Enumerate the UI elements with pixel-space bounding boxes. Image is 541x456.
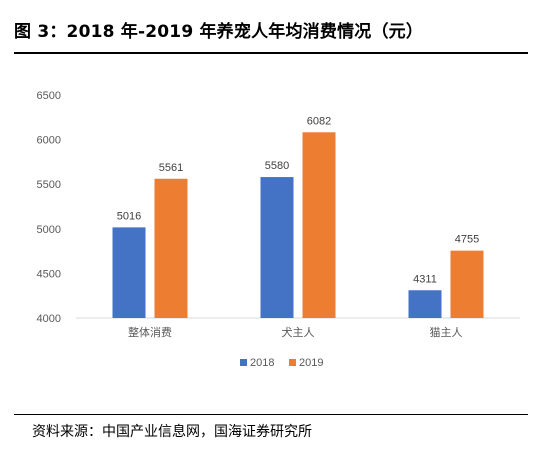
data-label: 5561 xyxy=(159,162,183,174)
y-tick-label: 5500 xyxy=(37,179,61,191)
source-note: 资料来源：中国产业信息网，国海证券研究所 xyxy=(32,424,312,440)
data-label: 6082 xyxy=(307,115,331,127)
y-tick-label: 4500 xyxy=(37,268,61,280)
x-axis-category-labels: 整体消费 犬主人 猫主人 xyxy=(128,325,463,339)
legend-swatch-2019 xyxy=(289,359,296,366)
bar-2018 xyxy=(408,290,442,318)
legend-label: 2019 xyxy=(299,357,323,369)
bar-2019 xyxy=(302,132,336,318)
data-label: 5580 xyxy=(265,160,289,172)
title-divider xyxy=(14,52,528,54)
figure-title: 图 3：2018 年-2019 年养宠人年均消费情况（元） xyxy=(14,22,424,42)
bar-2019 xyxy=(450,250,484,318)
x-category-label: 猫主人 xyxy=(430,326,463,339)
legend: 2018 2019 xyxy=(240,357,323,369)
data-label: 5016 xyxy=(117,210,141,222)
x-category-label: 犬主人 xyxy=(282,325,315,339)
legend-swatch-2018 xyxy=(240,359,247,366)
bar-2018 xyxy=(260,177,294,318)
y-axis-tick-labels: 6500 6000 5500 5000 4500 4000 xyxy=(37,90,61,325)
bar-2018 xyxy=(112,227,146,318)
y-tick-label: 4000 xyxy=(37,313,61,325)
legend-label: 2018 xyxy=(250,357,274,369)
y-tick-label: 5000 xyxy=(37,224,61,236)
data-label: 4311 xyxy=(413,273,437,285)
y-tick-label: 6500 xyxy=(37,90,61,102)
data-label: 4755 xyxy=(455,234,479,246)
x-category-label: 整体消费 xyxy=(128,325,172,339)
data-labels: 5016 5561 5580 6082 4311 4755 xyxy=(117,115,479,285)
bar-2019 xyxy=(154,178,188,318)
bars xyxy=(112,132,484,318)
source-divider xyxy=(14,414,528,415)
y-tick-label: 6000 xyxy=(37,135,61,147)
